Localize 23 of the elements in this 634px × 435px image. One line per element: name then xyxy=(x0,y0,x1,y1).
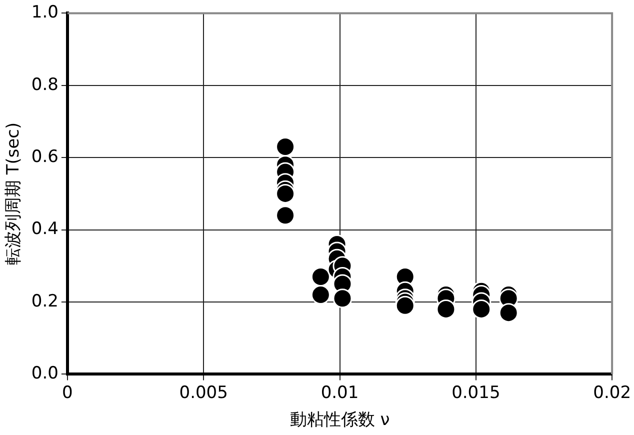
y-tick-label: 1.0 xyxy=(31,2,58,23)
point xyxy=(498,303,518,323)
point xyxy=(472,299,492,319)
point xyxy=(395,296,415,316)
point xyxy=(332,288,352,308)
x-tick-label: 0.02 xyxy=(593,382,632,403)
x-tick-label: 0.01 xyxy=(320,382,359,403)
y-tick-label: 0.8 xyxy=(31,74,58,95)
point xyxy=(310,266,330,286)
y-tick-label: 0.2 xyxy=(31,291,58,312)
y-tick-label: 0.6 xyxy=(31,147,58,168)
x-axis-title: 動粘性係数 ν xyxy=(290,410,390,430)
x-tick-label: 0.015 xyxy=(452,382,500,403)
y-axis-title: 転波列周期 T(sec) xyxy=(4,122,24,266)
point xyxy=(310,285,330,305)
point xyxy=(276,137,296,157)
y-tick-label: 0.4 xyxy=(31,219,58,240)
x-tick-label: 0.005 xyxy=(179,382,228,403)
x-tick-label: 0 xyxy=(62,382,73,403)
point xyxy=(276,184,296,204)
point xyxy=(276,206,296,226)
point xyxy=(436,299,456,319)
y-tick-label: 0.0 xyxy=(31,364,58,384)
